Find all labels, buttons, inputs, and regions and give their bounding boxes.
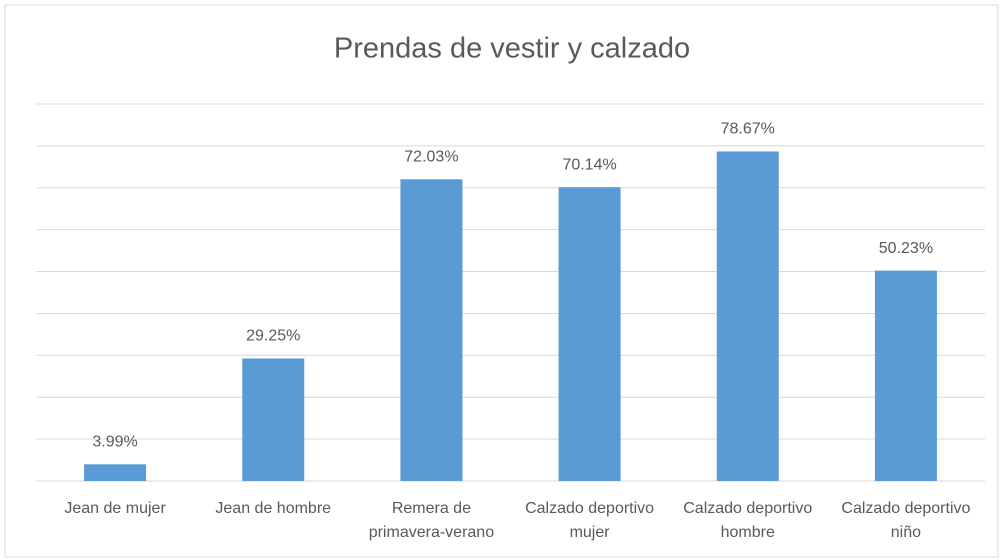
- x-tick-label: Jean de mujer: [64, 500, 166, 517]
- data-label: 70.14%: [562, 156, 616, 173]
- chart-border: [4, 4, 999, 558]
- data-label: 3.99%: [92, 434, 137, 451]
- data-label: 29.25%: [246, 328, 300, 345]
- bar: [84, 464, 147, 481]
- bar: [242, 358, 305, 481]
- data-label: 72.03%: [404, 148, 458, 165]
- x-tick-label: Remera de primavera-verano: [368, 500, 495, 541]
- data-label: 78.67%: [721, 121, 775, 138]
- x-tick-label: Calzado deportivo hombre: [683, 500, 813, 541]
- bar: [874, 270, 937, 481]
- data-label: 50.23%: [879, 240, 933, 257]
- bar: [558, 187, 621, 481]
- bar: [716, 151, 779, 481]
- chart-title: Prendas de vestir y calzado: [334, 33, 690, 65]
- x-tick-label: Calzado deportivo niño: [841, 500, 971, 541]
- bar: [400, 179, 463, 481]
- x-tick-label: Jean de hombre: [215, 500, 332, 517]
- x-tick-label: Calzado deportivo mujer: [525, 500, 655, 541]
